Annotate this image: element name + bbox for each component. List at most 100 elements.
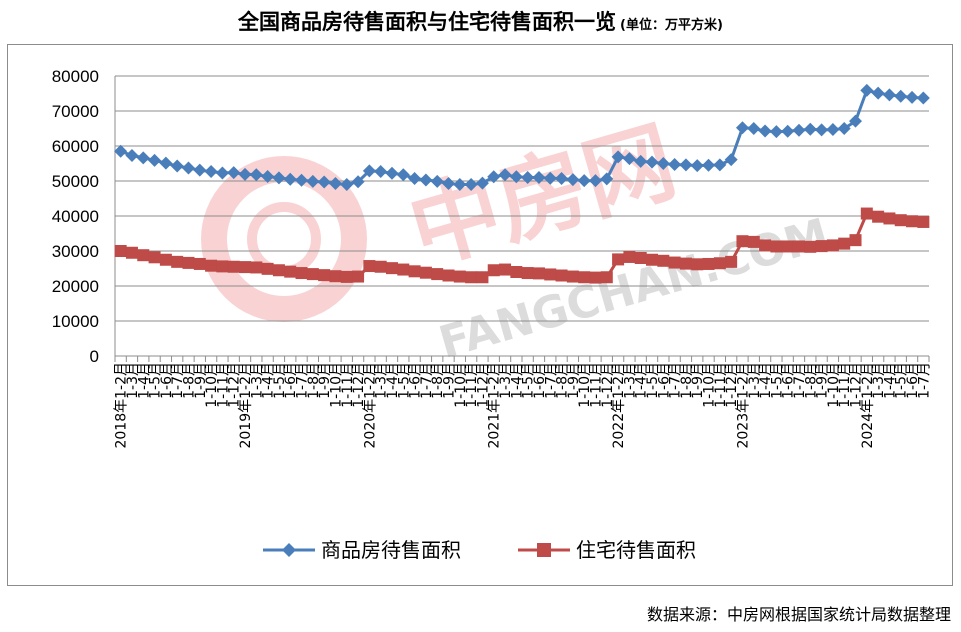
data-point <box>837 122 851 135</box>
legend-marker <box>537 543 551 557</box>
data-point <box>668 158 682 172</box>
x-tick-label: 1-8月 <box>803 362 819 399</box>
x-tick-label: 1-11月 <box>464 362 480 408</box>
data-point <box>340 270 353 283</box>
x-tick-label: 1-11月 <box>340 362 356 408</box>
x-tick-label: 1-4月 <box>634 362 650 399</box>
y-tick-label: 60000 <box>52 137 99 156</box>
data-point <box>702 257 715 270</box>
chart-frame: 中房网 FANGCHAN.COM 0 10000 20000 30000 40000 50… <box>7 44 953 586</box>
legend-label: 住宅待售面积 <box>576 538 696 562</box>
data-point <box>475 176 489 190</box>
x-tick-label: 1-12月 <box>227 362 243 408</box>
data-point <box>770 240 783 253</box>
data-point <box>826 239 839 252</box>
data-point <box>227 166 241 180</box>
data-point <box>781 124 795 138</box>
data-point <box>679 158 693 172</box>
data-point <box>713 158 727 172</box>
data-point <box>544 268 557 281</box>
data-point <box>612 253 625 266</box>
data-point <box>408 265 421 278</box>
data-point <box>193 163 207 177</box>
data-point <box>555 172 569 186</box>
legend-label: 商品房待售面积 <box>321 538 461 562</box>
data-point <box>272 171 286 185</box>
data-point <box>148 251 161 264</box>
data-point <box>543 171 557 185</box>
y-tick-label: 80000 <box>52 67 99 86</box>
data-point <box>159 156 173 170</box>
data-point <box>408 172 422 186</box>
data-point <box>431 268 444 281</box>
data-point <box>171 255 184 268</box>
data-point <box>419 173 433 187</box>
data-point <box>509 170 523 184</box>
x-tick-label: 1-10月 <box>702 362 718 408</box>
data-point <box>114 245 127 257</box>
x-tick-label: 1-8月 <box>306 362 322 399</box>
data-point <box>634 252 647 264</box>
data-point <box>374 260 387 273</box>
data-point <box>792 123 806 137</box>
x-tick-label: 1-9月 <box>317 362 333 399</box>
x-tick-label: 1-7月 <box>419 362 435 399</box>
x-tick-label: 1-5月 <box>521 362 537 399</box>
x-tick-label: 1-10月 <box>826 362 842 408</box>
data-point <box>656 157 670 170</box>
data-point <box>622 152 636 166</box>
data-point <box>137 249 150 262</box>
data-point <box>781 240 794 253</box>
x-tick-label: 1-6月 <box>781 362 797 399</box>
data-point <box>205 259 218 272</box>
data-point <box>905 90 919 104</box>
data-point <box>792 240 805 253</box>
x-tick-label: 1-11月 <box>837 362 853 408</box>
data-point <box>181 161 195 175</box>
data-point <box>725 255 738 268</box>
data-point <box>385 166 399 180</box>
data-point <box>465 271 478 284</box>
x-tick-label: 2022年1-2月 <box>611 362 627 449</box>
data-point <box>747 122 761 135</box>
x-tick-label: 1-9月 <box>566 362 582 399</box>
data-point <box>646 253 659 266</box>
data-point <box>578 271 591 284</box>
data-point <box>464 178 478 191</box>
data-point <box>159 253 172 266</box>
data-point <box>611 150 625 164</box>
data-point <box>872 210 885 223</box>
x-tick-label: 1-4月 <box>385 362 401 399</box>
chart-unit-label: (单位：万平方米) <box>620 18 723 33</box>
x-tick-label: 1-5月 <box>272 362 288 399</box>
data-point <box>249 168 263 182</box>
data-point <box>826 123 840 137</box>
data-point <box>803 122 817 136</box>
x-tick-label: 1-7月 <box>668 362 684 399</box>
data-point <box>713 257 726 270</box>
x-tick-label: 1-3月 <box>125 362 141 399</box>
x-tick-label: 1-10月 <box>328 362 344 408</box>
data-point <box>735 121 749 135</box>
data-point <box>917 215 930 228</box>
data-point <box>340 178 354 191</box>
data-point <box>283 172 297 186</box>
x-tick-label: 1-9月 <box>690 362 706 399</box>
x-tick-label: 1-6月 <box>408 362 424 399</box>
y-tick-label: 30000 <box>52 242 99 261</box>
data-point <box>362 164 376 178</box>
x-tick-label: 2020年1-2月 <box>362 362 378 449</box>
x-tick-label: 1-4月 <box>261 362 277 399</box>
data-point <box>645 155 659 169</box>
data-point <box>261 262 274 275</box>
x-tick-label: 1-7月 <box>792 362 808 399</box>
line-chart: 中房网 FANGCHAN.COM 01000020000300004000050… <box>52 67 933 562</box>
data-point <box>328 176 342 190</box>
data-point <box>397 263 410 276</box>
x-tick-label: 1-3月 <box>498 362 514 399</box>
data-point <box>453 178 467 191</box>
x-tick-label: 1-11月 <box>215 362 231 408</box>
x-tick-label: 1-3月 <box>871 362 887 399</box>
y-tick-label: 0 <box>90 347 99 366</box>
x-tick-label: 1-6月 <box>905 362 921 399</box>
